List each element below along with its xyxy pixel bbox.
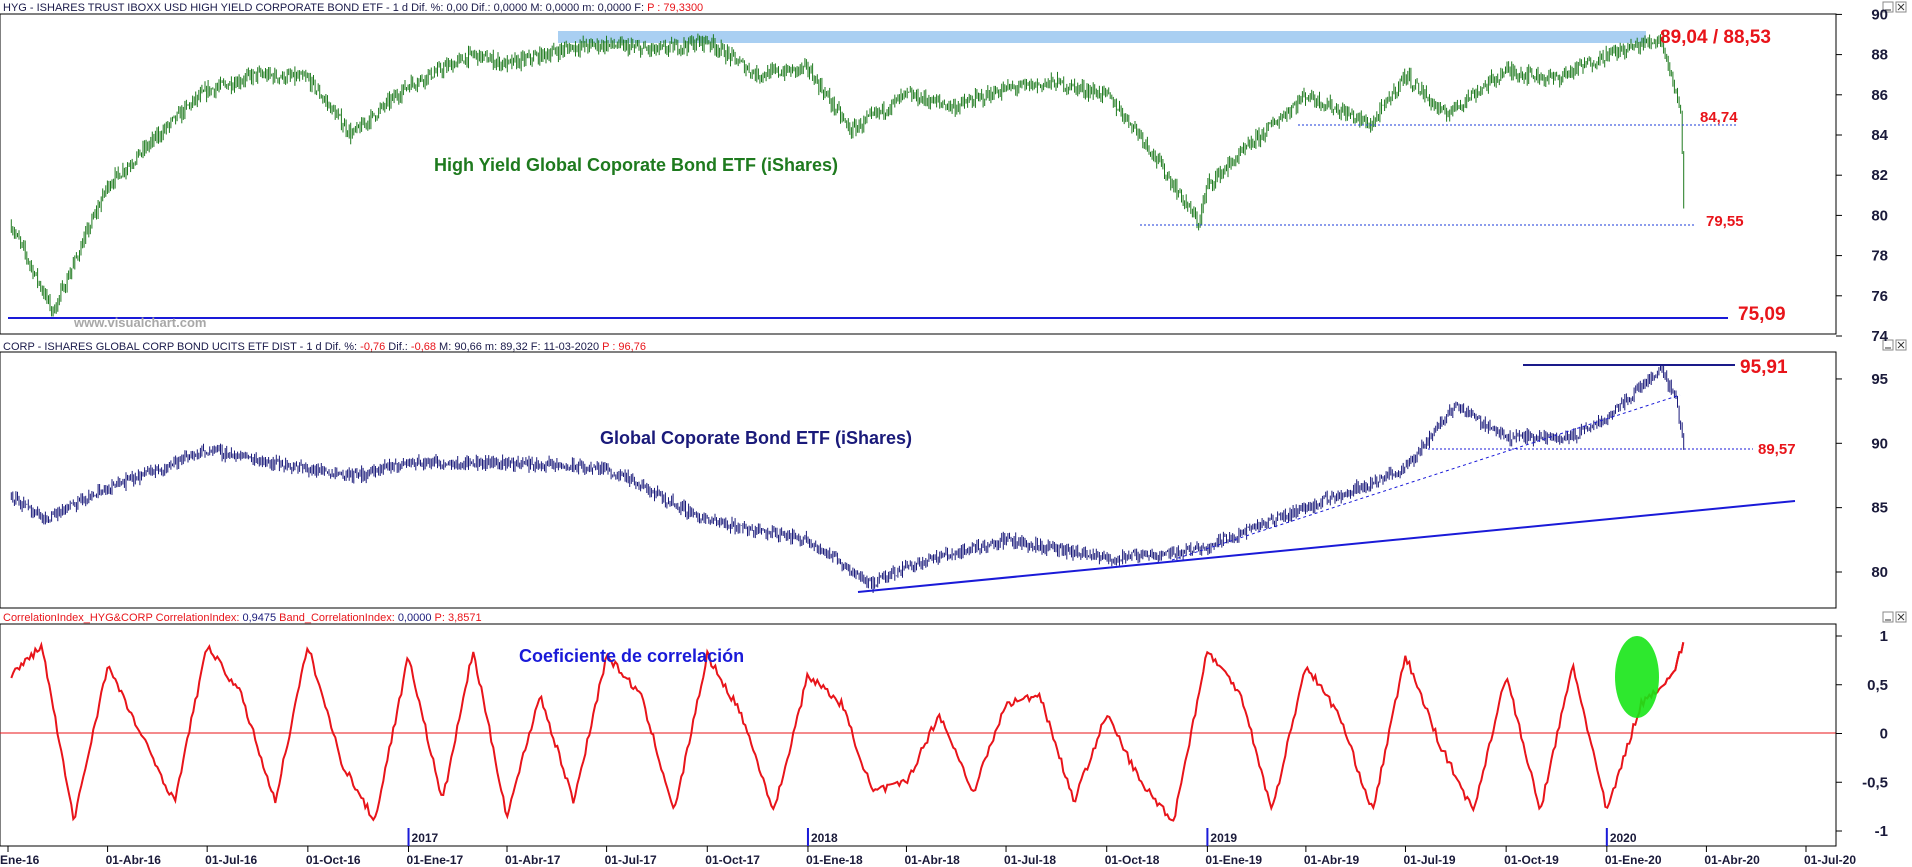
x-tick-label: 01-Oct-17 <box>705 853 760 867</box>
x-tick-label: 01-Jul-16 <box>205 853 257 867</box>
corr-line-highlight-segment <box>1662 642 1685 687</box>
hyg-price-bars <box>10 32 1685 317</box>
corr-line <box>10 641 1685 822</box>
y-tick-label: 88 <box>1871 47 1888 64</box>
corp-chart-title: Global Coporate Bond ETF (iShares) <box>600 428 912 448</box>
y-tick-label: 84 <box>1871 127 1888 144</box>
hyg-panel-minimize-icon[interactable] <box>1882 1 1894 13</box>
corp-price-bars <box>10 364 1685 593</box>
corp-trend-solid-line <box>857 500 1796 593</box>
corp-level-support: 89,57 <box>1758 441 1796 458</box>
hyg-level-79: 79,55 <box>1706 213 1744 230</box>
hyg-y-axis: 74 76 78 80 82 84 86 88 90 <box>1835 6 1889 345</box>
hyg-panel-close-icon[interactable] <box>1895 1 1907 13</box>
y-tick-label: 1 <box>1880 628 1888 645</box>
year-label: 2019 <box>1210 831 1237 845</box>
x-tick-label: 01-Ene-19 <box>1205 853 1262 867</box>
hyg-level-75: 75,09 <box>1738 304 1786 325</box>
y-tick-label: 86 <box>1871 87 1888 104</box>
corp-panel-frame <box>0 351 1837 609</box>
y-tick-label: 85 <box>1871 500 1888 517</box>
x-tick-label: 01-Ene-18 <box>806 853 863 867</box>
corr-y-axis: -1 -0,5 0 0,5 1 <box>1835 624 1888 846</box>
x-tick-label: 01-Abr-17 <box>505 853 561 867</box>
x-tick-label: 01-Abr-20 <box>1704 853 1760 867</box>
x-tick-label: 01-Jul-20 <box>1804 853 1856 867</box>
corp-panel-close-icon[interactable] <box>1895 339 1907 351</box>
hyg-resistance-band <box>558 31 1646 43</box>
x-tick-label: Ene-16 <box>0 853 40 867</box>
year-label: 2017 <box>412 831 439 845</box>
corr-panel-minimize-icon[interactable] <box>1882 611 1894 623</box>
corr-header: CorrelationIndex_HYG&CORP CorrelationInd… <box>3 612 482 624</box>
x-tick-label: 01-Jul-17 <box>605 853 657 867</box>
y-tick-label: 0,5 <box>1867 677 1888 694</box>
corr-chart-title: Coeficiente de correlación <box>519 646 744 666</box>
x-tick-label: 01-Abr-19 <box>1304 853 1360 867</box>
x-axis: Ene-16 01-Abr-16 01-Jul-16 01-Oct-16 01-Ene-… <box>0 828 1856 867</box>
x-tick-label: 01-Oct-19 <box>1504 853 1559 867</box>
hyg-chart-title: High Yield Global Coporate Bond ETF (iSh… <box>434 155 838 175</box>
x-tick-label: 01-Oct-18 <box>1105 853 1160 867</box>
x-tick-label: 01-Abr-16 <box>106 853 162 867</box>
corr-panel-frame <box>0 623 1837 847</box>
hyg-watermark: www.visualchart.com <box>73 315 206 330</box>
corp-level-high: 95,91 <box>1740 357 1788 378</box>
y-tick-label: -0,5 <box>1862 774 1888 791</box>
hyg-level-range: 89,04 / 88,53 <box>1660 27 1771 48</box>
y-tick-label: 90 <box>1871 6 1888 23</box>
y-tick-label: 0 <box>1880 726 1888 743</box>
y-tick-label: 90 <box>1871 435 1888 452</box>
corr-highlight-ellipse <box>1615 636 1659 718</box>
corp-y-axis: 80 85 90 95 <box>1835 352 1888 608</box>
y-tick-label: 76 <box>1871 288 1888 305</box>
y-tick-label: -1 <box>1875 823 1888 840</box>
x-tick-label: 01-Jul-19 <box>1403 853 1455 867</box>
y-tick-label: 80 <box>1871 207 1888 224</box>
x-tick-label: 01-Abr-18 <box>904 853 960 867</box>
corp-panel-minimize-icon[interactable] <box>1882 339 1894 351</box>
x-tick-label: 01-Ene-17 <box>407 853 464 867</box>
x-tick-label: 01-Jul-18 <box>1004 853 1056 867</box>
y-tick-label: 95 <box>1871 371 1888 388</box>
y-tick-label: 80 <box>1871 564 1888 581</box>
hyg-level-84: 84,74 <box>1700 109 1738 126</box>
year-label: 2020 <box>1610 831 1637 845</box>
hyg-header: HYG - ISHARES TRUST IBOXX USD HIGH YIELD… <box>3 2 703 14</box>
hyg-panel-frame <box>0 13 1837 335</box>
x-tick-label: 01-Oct-16 <box>306 853 361 867</box>
y-tick-label: 78 <box>1871 248 1888 265</box>
year-label: 2018 <box>811 831 838 845</box>
x-tick-label: 01-Ene-20 <box>1605 853 1662 867</box>
corr-panel-close-icon[interactable] <box>1895 611 1907 623</box>
y-tick-label: 74 <box>1871 328 1888 345</box>
corp-trend-dashed-line <box>1171 394 1681 561</box>
y-tick-label: 82 <box>1871 167 1888 184</box>
corp-header: CORP - ISHARES GLOBAL CORP BOND UCITS ET… <box>3 341 646 353</box>
